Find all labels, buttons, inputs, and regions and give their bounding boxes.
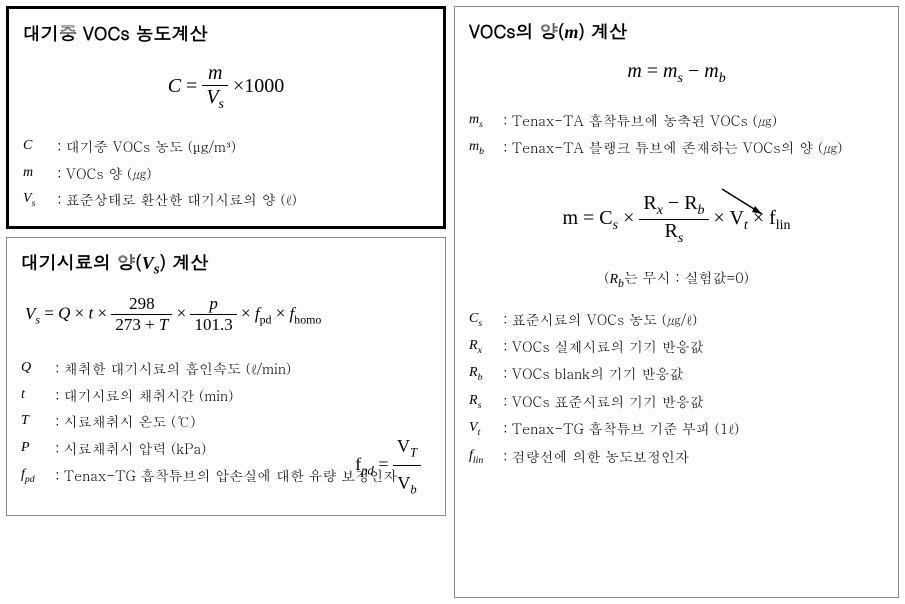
panel2-title-text: 대기시료의 양(Vs) 계산	[21, 250, 208, 275]
def-text: 시료채취시 압력 (kPa)	[64, 435, 207, 462]
def-text: VOCs 표준시료의 기기 반응값	[512, 388, 704, 415]
def-text: 검량선에 의한 농도보정인자	[512, 443, 689, 470]
def-symbol: m	[23, 160, 53, 187]
def-text: VOCs 실제시료의 기기 반응값	[512, 333, 704, 360]
def-symbol: C	[23, 133, 53, 160]
def-colon: :	[503, 443, 508, 470]
panel3-defs2: Cs:표준시료의 VOCs 농도 (㎍/ℓ)Rx:VOCs 실제시료의 기기 반…	[469, 306, 884, 470]
def-text: 표준시료의 VOCs 농도 (㎍/ℓ)	[512, 306, 698, 333]
def-colon: :	[503, 306, 508, 333]
def-row: Rb:VOCs blank의 기기 반응값	[469, 360, 884, 387]
def-row: ms:Tenax-TA 흡착튜브에 농축된 VOCs (㎍)	[469, 107, 884, 134]
def-row: m:VOCs 양 (㎍)	[23, 160, 429, 187]
def-row: Q:채취한 대기시료의 흡인속도 (ℓ/min)	[21, 355, 431, 382]
def-text: Tenax-TA 블랭크 튜브에 존재하는 VOCs의 양 (㎍)	[512, 134, 843, 161]
def-row: Rs:VOCs 표준시료의 기기 반응값	[469, 388, 884, 415]
formula-fraction: m Vs	[202, 62, 228, 113]
def-colon: :	[503, 134, 508, 161]
def-colon: :	[57, 160, 62, 187]
def-text: VOCs blank의 기기 반응값	[512, 360, 684, 387]
panel2-formula: Vs = Q × t × 298 273 + T × p 101.3 × fpd…	[25, 294, 431, 335]
def-text: Tenax-TA 흡착튜브에 농축된 VOCs (㎍)	[512, 107, 777, 134]
def-text: 대기중 VOCs 농도 (μg/m³)	[66, 133, 236, 160]
def-symbol: Vs	[23, 186, 53, 213]
def-colon: :	[503, 333, 508, 360]
frac-rx: Rx − Rb Rs	[639, 192, 708, 247]
mass-panel: VOCs의 양(m) 계산 m = ms − mb ms:Tenax-TA 흡착…	[454, 6, 899, 598]
def-symbol: Rx	[469, 333, 499, 360]
formula-mult: ×1000	[233, 75, 284, 97]
def-colon: :	[503, 415, 508, 442]
panel1-defs: C:대기중 VOCs 농도 (μg/m³)m:VOCs 양 (㎍)Vs:표준상태…	[23, 133, 429, 214]
panel2-defs: Q:채취한 대기시료의 흡인속도 (ℓ/min)t:대기시료의 채취시간 (mi…	[21, 355, 431, 489]
vs-lhs: Vs	[25, 304, 40, 323]
def-row: flin:검량선에 의한 농도보정인자	[469, 443, 884, 470]
def-text: Tenax-TG 흡착튜브의 압손실에 대한 유량 보정인자	[64, 462, 398, 489]
def-symbol: t	[21, 382, 51, 409]
fpd-term: fpd	[255, 304, 272, 323]
def-colon: :	[503, 388, 508, 415]
def-colon: :	[55, 408, 60, 435]
panel2-title: 대기시료의 양(Vs) 계산	[21, 250, 431, 279]
panel3-title-text: VOCs의 양(m) 계산	[469, 19, 627, 44]
def-colon: :	[503, 360, 508, 387]
formula-lhs: C	[168, 75, 181, 97]
def-row: t:대기시료의 채취시간 (min)	[21, 382, 431, 409]
frac2: p 101.3	[190, 294, 236, 335]
def-colon: :	[55, 382, 60, 409]
def-row: Rx:VOCs 실제시료의 기기 반응값	[469, 333, 884, 360]
def-colon: :	[55, 355, 60, 382]
formula-numerator: m	[202, 62, 228, 86]
def-symbol: ms	[469, 107, 499, 134]
panel3-defs1: ms:Tenax-TA 흡착튜브에 농축된 VOCs (㎍)mb:Tenax-T…	[469, 107, 884, 162]
def-text: Tenax-TG 흡착튜브 기준 부피 (1ℓ)	[512, 415, 740, 442]
panel3-note: (Rb는 무시 : 실험값=0)	[469, 267, 884, 290]
def-symbol: flin	[469, 443, 499, 470]
def-row: mb:Tenax-TA 블랭크 튜브에 존재하는 VOCs의 양 (㎍)	[469, 134, 884, 161]
def-colon: :	[503, 107, 508, 134]
def-symbol: Rb	[469, 360, 499, 387]
def-symbol: mb	[469, 134, 499, 161]
volume-panel: 대기시료의 양(Vs) 계산 Vs = Q × t × 298 273 + T …	[6, 237, 446, 516]
def-text: VOCs 양 (㎍)	[66, 160, 152, 187]
def-symbol: Rs	[469, 388, 499, 415]
def-colon: :	[57, 133, 62, 160]
def-colon: :	[57, 186, 62, 213]
formula-denominator: Vs	[202, 86, 228, 113]
formula-eq: =	[186, 75, 197, 97]
def-text: 채취한 대기시료의 흡인속도 (ℓ/min)	[64, 355, 292, 382]
panel3-title: VOCs의 양(m) 계산	[469, 19, 884, 44]
def-symbol: Vt	[469, 415, 499, 442]
def-symbol: Cs	[469, 306, 499, 333]
def-colon: :	[55, 435, 60, 462]
def-row: Vt:Tenax-TG 흡착튜브 기준 부피 (1ℓ)	[469, 415, 884, 442]
def-text: 시료채취시 온도 (℃)	[64, 408, 196, 435]
fhomo-term: fhomo	[290, 304, 322, 323]
concentration-panel: 대기중 VOCs 농도계산 C = m Vs ×1000 C:대기중 VOCs …	[6, 6, 446, 229]
frac1: 298 273 + T	[111, 294, 172, 335]
def-text: 표준상태로 환산한 대기시료의 양 (ℓ)	[66, 186, 297, 213]
def-row: C:대기중 VOCs 농도 (μg/m³)	[23, 133, 429, 160]
panel3-formula1: m = ms − mb	[469, 60, 884, 87]
def-symbol: Q	[21, 355, 51, 382]
def-row: Cs:표준시료의 VOCs 농도 (㎍/ℓ)	[469, 306, 884, 333]
def-symbol: T	[21, 408, 51, 435]
def-row: fpd:Tenax-TG 흡착튜브의 압손실에 대한 유량 보정인자	[21, 462, 431, 489]
panel1-formula: C = m Vs ×1000	[23, 62, 429, 113]
def-row: Vs:표준상태로 환산한 대기시료의 양 (ℓ)	[23, 186, 429, 213]
q-term: Q	[58, 304, 70, 323]
def-colon: :	[55, 462, 60, 489]
panel3-formula2: m = Cs × Rx − Rb Rs × Vt × flin	[469, 192, 884, 247]
def-symbol: fpd	[21, 462, 51, 489]
panel1-title: 대기중 VOCs 농도계산	[23, 21, 429, 46]
def-text: 대기시료의 채취시간 (min)	[64, 382, 234, 409]
eq: =	[44, 304, 58, 323]
def-symbol: P	[21, 435, 51, 462]
